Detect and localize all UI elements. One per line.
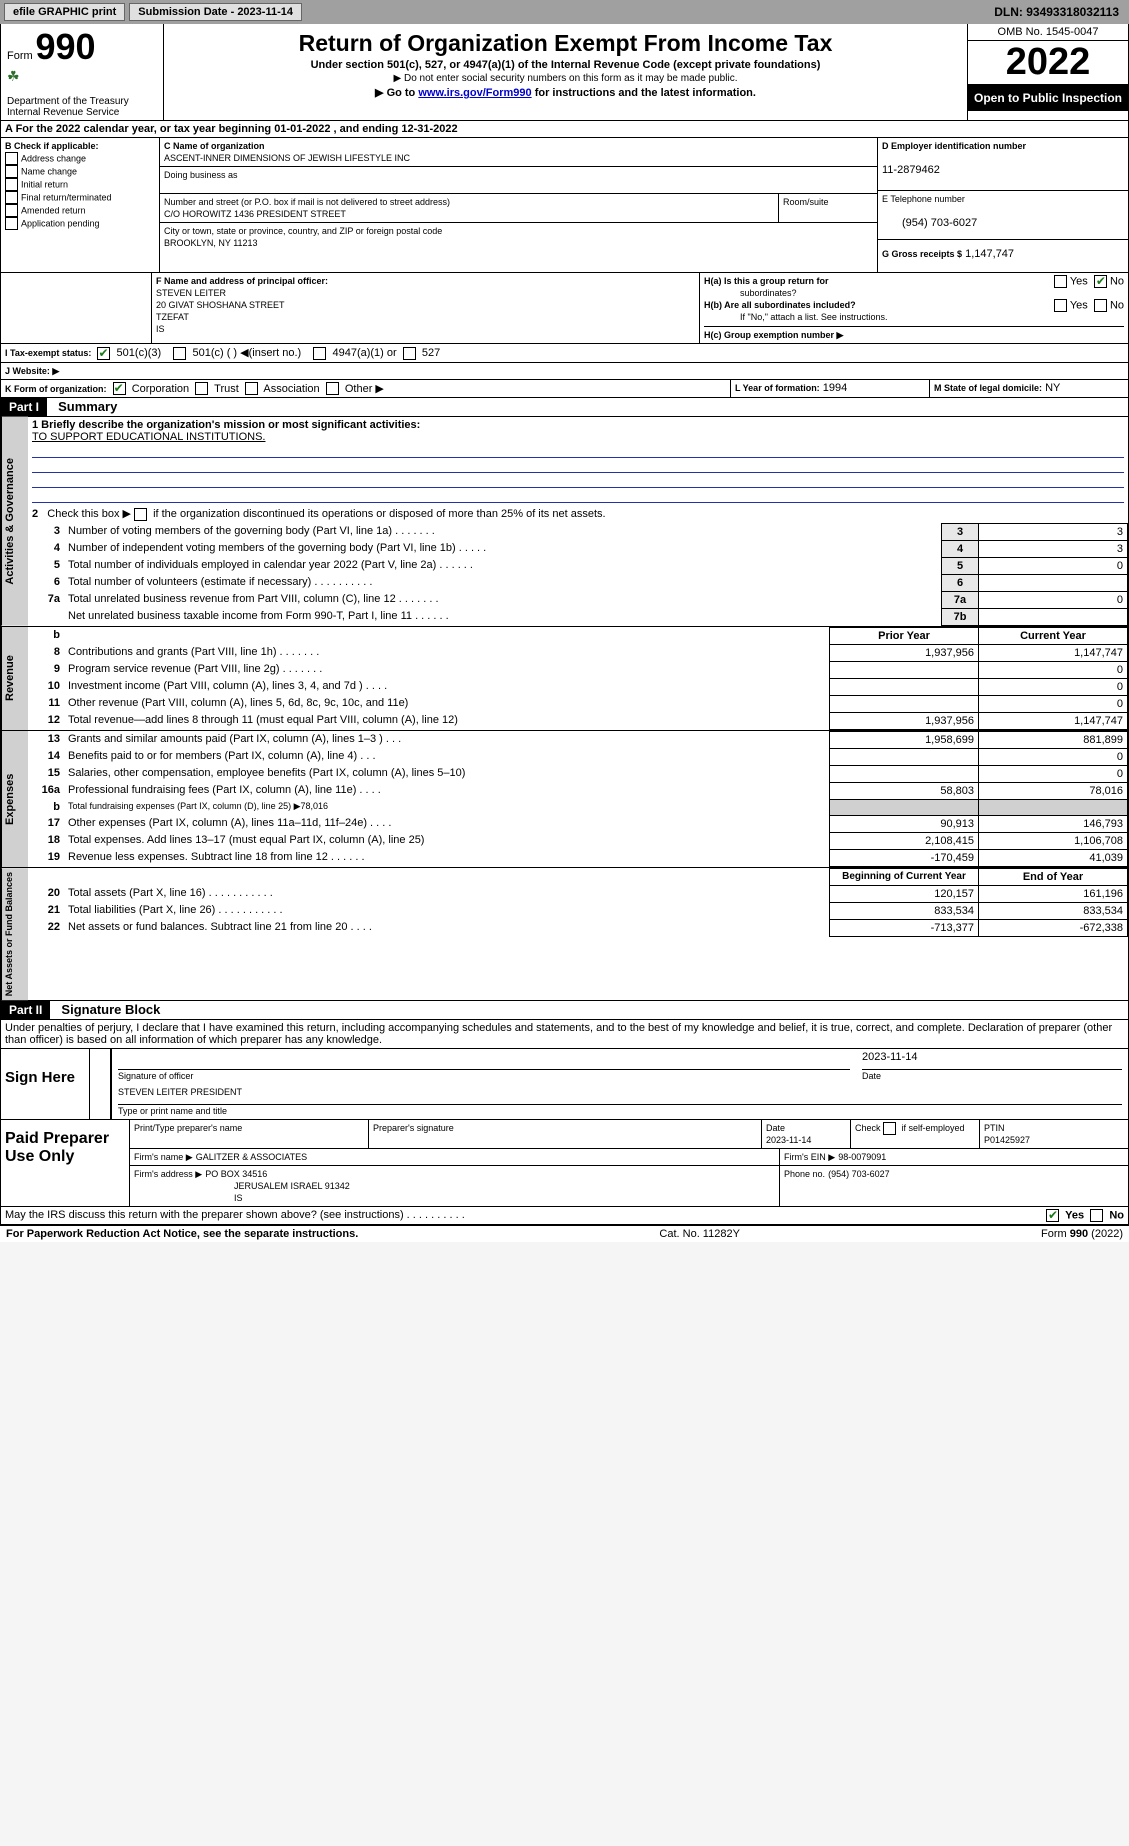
col-prior-year: Prior Year	[830, 627, 979, 644]
discuss-row: May the IRS discuss this return with the…	[0, 1207, 1129, 1225]
part-ii-title: Signature Block	[53, 1002, 160, 1017]
checkbox-4947[interactable]	[313, 347, 326, 360]
form-label: Form	[7, 50, 33, 62]
checkbox-self-employed[interactable]	[883, 1122, 896, 1135]
checkbox-final-return[interactable]	[5, 191, 18, 204]
part-ii-tag: Part II	[1, 1001, 50, 1019]
section-j: J Website: ▶	[0, 363, 1129, 380]
open-to-public: Open to Public Inspection	[968, 85, 1128, 111]
efile-print-button[interactable]: efile GRAPHIC print	[4, 3, 125, 21]
checkbox-name-change[interactable]	[5, 165, 18, 178]
city-state-zip: BROOKLYN, NY 11213	[164, 238, 258, 248]
sig-officer-label: Signature of officer	[118, 1071, 193, 1081]
checkbox-527[interactable]	[403, 347, 416, 360]
q1-label: 1 Briefly describe the organization's mi…	[32, 419, 420, 431]
col-current-year: Current Year	[979, 627, 1128, 644]
vtab-revenue: Revenue	[1, 627, 28, 730]
subhead-ssn: ▶ Do not enter social security numbers o…	[172, 73, 959, 84]
section-h: H(a) Is this a group return for subordin…	[700, 273, 1128, 343]
mission-text: TO SUPPORT EDUCATIONAL INSTITUTIONS.	[32, 431, 265, 443]
tax-year: 2022	[968, 41, 1128, 85]
checkbox-discontinued[interactable]	[134, 508, 147, 521]
preparer-phone: (954) 703-6027	[828, 1169, 890, 1179]
leaf-icon: ☘	[7, 68, 20, 84]
tax-year-line: A For the 2022 calendar year, or tax yea…	[0, 121, 1129, 138]
part-i-tag: Part I	[1, 398, 47, 416]
checkbox-app-pending[interactable]	[5, 217, 18, 230]
checkbox-address-change[interactable]	[5, 152, 18, 165]
checkbox-corp[interactable]	[113, 382, 126, 395]
section-i: I Tax-exempt status: 501(c)(3) 501(c) ( …	[0, 344, 1129, 363]
part-i-title: Summary	[50, 399, 117, 414]
dept-treasury: Department of the Treasury	[7, 96, 129, 107]
form-title: Return of Organization Exempt From Incom…	[172, 30, 959, 57]
omb-number: OMB No. 1545-0047	[968, 24, 1128, 41]
cat-no: Cat. No. 11282Y	[659, 1228, 740, 1240]
checkbox-ha-no[interactable]	[1094, 275, 1107, 288]
form-header: Form 990 ☘ Department of the Treasury In…	[0, 24, 1129, 121]
section-b: B Check if applicable: Address change Na…	[1, 138, 160, 272]
checkbox-ha-yes[interactable]	[1054, 275, 1067, 288]
section-deg: D Employer identification number 11-2879…	[878, 138, 1128, 272]
checkbox-initial-return[interactable]	[5, 178, 18, 191]
checkbox-501c[interactable]	[173, 347, 186, 360]
checkbox-discuss-yes[interactable]	[1046, 1209, 1059, 1222]
sign-here-label: Sign Here	[1, 1049, 90, 1119]
dln-label: DLN: 93493318032113	[988, 3, 1125, 21]
sig-date: 2023-11-14	[862, 1051, 917, 1063]
vtab-expenses: Expenses	[1, 731, 28, 867]
section-l: L Year of formation: 1994	[730, 380, 929, 398]
checkbox-assoc[interactable]	[245, 382, 258, 395]
q2-line: 2 Check this box ▶ if the organization d…	[28, 505, 1128, 523]
checkbox-discuss-no[interactable]	[1090, 1209, 1103, 1222]
ein: 11-2879462	[882, 164, 940, 176]
subhead-goto: ▶ Go to www.irs.gov/Form990 for instruct…	[172, 86, 959, 99]
vtab-net-assets: Net Assets or Fund Balances	[1, 868, 28, 1000]
form-footer: Form 990 (2022)	[1041, 1228, 1123, 1240]
col-begin-year: Beginning of Current Year	[830, 868, 979, 885]
irs-link[interactable]: www.irs.gov/Form990	[418, 87, 531, 99]
paid-preparer-label: Paid Preparer Use Only	[1, 1120, 130, 1206]
checkbox-hb-yes[interactable]	[1054, 299, 1067, 312]
section-m: M State of legal domicile: NY	[929, 380, 1128, 398]
top-bar: efile GRAPHIC print Submission Date - 20…	[0, 0, 1129, 24]
org-name: ASCENT-INNER DIMENSIONS OF JEWISH LIFEST…	[164, 153, 410, 163]
checkbox-hb-no	[1094, 299, 1107, 312]
section-f: F Name and address of principal officer:…	[152, 273, 700, 343]
officer-typed-name: STEVEN LEITER PRESIDENT	[118, 1087, 242, 1097]
firm-ein: 98-0079091	[838, 1152, 886, 1162]
firm-name: GALITZER & ASSOCIATES	[196, 1152, 307, 1162]
form-number: 990	[35, 26, 95, 67]
checkbox-other[interactable]	[326, 382, 339, 395]
governance-table: 3Number of voting members of the governi…	[28, 523, 1128, 626]
ptin: P01425927	[984, 1135, 1030, 1145]
street-address: C/O HOROWITZ 1436 PRESIDENT STREET	[164, 209, 346, 219]
section-c: C Name of organization ASCENT-INNER DIME…	[160, 138, 878, 272]
checkbox-501c3[interactable]	[97, 347, 110, 360]
irs-label: Internal Revenue Service	[7, 107, 119, 118]
gross-receipts: 1,147,747	[965, 248, 1014, 260]
vtab-governance: Activities & Governance	[1, 417, 28, 626]
col-end-year: End of Year	[979, 868, 1128, 885]
perjury-text: Under penalties of perjury, I declare th…	[0, 1020, 1129, 1049]
checkbox-amended[interactable]	[5, 204, 18, 217]
pra-notice: For Paperwork Reduction Act Notice, see …	[6, 1228, 358, 1240]
checkbox-trust[interactable]	[195, 382, 208, 395]
officer-name: STEVEN LEITER	[156, 288, 226, 298]
section-k: K Form of organization: Corporation Trus…	[1, 380, 730, 398]
subhead-section: Under section 501(c), 527, or 4947(a)(1)…	[172, 59, 959, 71]
submission-date: Submission Date - 2023-11-14	[129, 3, 302, 21]
phone: (954) 703-6027	[882, 217, 977, 229]
